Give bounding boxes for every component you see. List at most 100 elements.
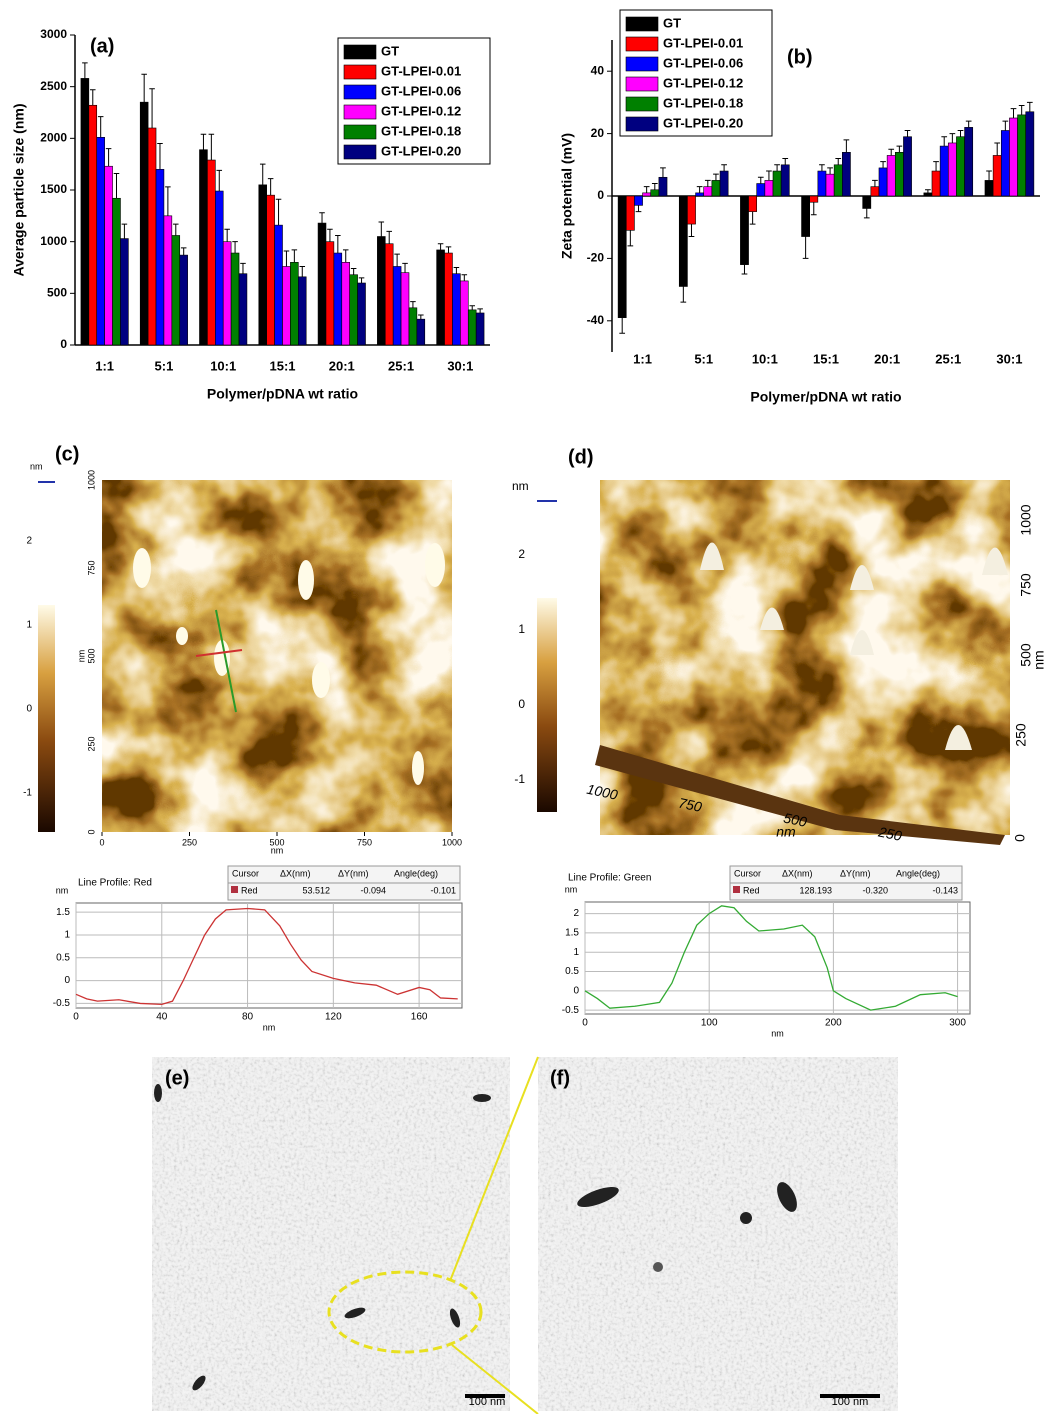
z-tick-label: 1000 (1018, 504, 1034, 535)
legend-label: GT-LPEI-0.12 (381, 103, 461, 118)
y-axis-label: nm (565, 884, 578, 894)
chart-title: Line Profile: Green (568, 873, 651, 884)
y-tick-label: -40 (587, 313, 605, 327)
y-tick-label: 0.5 (56, 952, 70, 963)
error-bar (819, 164, 825, 172)
error-bar (643, 186, 650, 193)
y-tick-label: 1500 (40, 182, 67, 196)
bar (112, 197, 121, 346)
x-tick-label: 20:1 (329, 358, 355, 373)
table-cell: Red (743, 885, 760, 895)
panel-label: (d) (568, 446, 594, 468)
error-bar (896, 145, 903, 153)
x-tick-label: 160 (411, 1012, 428, 1023)
error-bar (627, 230, 634, 247)
bar (282, 266, 291, 346)
bar (333, 252, 343, 346)
error-bar (342, 249, 349, 263)
error-bar (327, 228, 333, 242)
error-bar (843, 139, 850, 153)
colorbar-unit: nm (30, 461, 43, 471)
error-bar (291, 249, 298, 263)
profile-line (75, 907, 458, 1006)
bar (947, 142, 957, 197)
y-tick-label: 250 (86, 736, 96, 751)
error-bar (378, 221, 385, 237)
bar (80, 78, 90, 346)
z-tick-label: 250 (1013, 723, 1029, 747)
y-axis-label: nm (76, 650, 86, 663)
error-bar (283, 250, 290, 267)
bar (801, 195, 810, 237)
x-tick-label: 100 (701, 1018, 718, 1029)
error-bar (141, 73, 147, 103)
row-swatch (733, 886, 740, 893)
bar (139, 101, 149, 346)
bar (939, 145, 949, 197)
error-bar (180, 247, 187, 256)
bar (809, 195, 819, 203)
bar (349, 274, 358, 346)
legend-swatch (343, 44, 377, 60)
zoom-ellipse (327, 1270, 483, 1354)
error-bar (402, 262, 408, 273)
bar (163, 215, 173, 346)
error-bar (749, 211, 756, 225)
y-tick-label: 1.5 (56, 907, 70, 918)
row-swatch (231, 886, 238, 893)
bar (764, 180, 774, 197)
error-bar (688, 224, 695, 238)
error-bar (267, 178, 274, 196)
panel-label: (c) (55, 443, 79, 465)
colorbar-tick-label: 1 (26, 620, 32, 631)
bar (147, 127, 157, 346)
bar (408, 307, 418, 346)
bar (1009, 117, 1018, 197)
z-tick-label: 750 (1018, 573, 1034, 597)
error-bar (469, 305, 475, 310)
error-bar (810, 202, 817, 216)
error-bar (232, 241, 238, 254)
error-bar (880, 161, 886, 168)
x-tick-label: 750 (677, 794, 703, 815)
legend-label: GT-LPEI-0.12 (663, 75, 743, 90)
error-bar (437, 243, 444, 250)
bar (317, 222, 327, 346)
error-bar (157, 143, 163, 170)
error-bar (680, 286, 687, 303)
y-axis-label: Zeta potential (mV) (559, 133, 575, 259)
table-cell: -0.094 (360, 885, 386, 895)
bar (642, 192, 652, 197)
tem-particles (154, 1084, 797, 1391)
x-tick-label: 120 (325, 1012, 342, 1023)
error-bar (757, 176, 764, 184)
legend-label: GT-LPEI-0.06 (663, 55, 743, 70)
z-tick-label: 500 (1018, 643, 1034, 667)
x-axis-label: nm (771, 1028, 784, 1038)
error-bar (872, 179, 878, 187)
table-cell: -0.101 (430, 885, 456, 895)
bar (88, 104, 98, 346)
plot-frame (75, 902, 463, 1009)
x-tick-label: 0 (73, 1012, 79, 1023)
bar (377, 236, 386, 346)
legend-label: GT-LPEI-0.01 (381, 63, 461, 78)
error-bar (986, 170, 992, 181)
y-axis-label: nm (56, 885, 69, 895)
x-tick-label: 0 (582, 1018, 588, 1029)
bar (833, 164, 843, 197)
legend-swatch (625, 16, 659, 32)
error-bar (619, 317, 626, 334)
error-bar (774, 164, 780, 172)
error-bar (121, 223, 128, 239)
error-bar (957, 129, 964, 137)
error-bar (445, 246, 452, 254)
tem-image (152, 1057, 510, 1411)
y-tick-label: 1 (64, 930, 70, 941)
x-tick-label: 30:1 (996, 351, 1022, 366)
y-tick-label: 2000 (40, 131, 67, 145)
legend-label: GT-LPEI-0.01 (663, 35, 743, 50)
error-bar (216, 169, 223, 192)
y-tick-label: 1 (573, 947, 579, 958)
